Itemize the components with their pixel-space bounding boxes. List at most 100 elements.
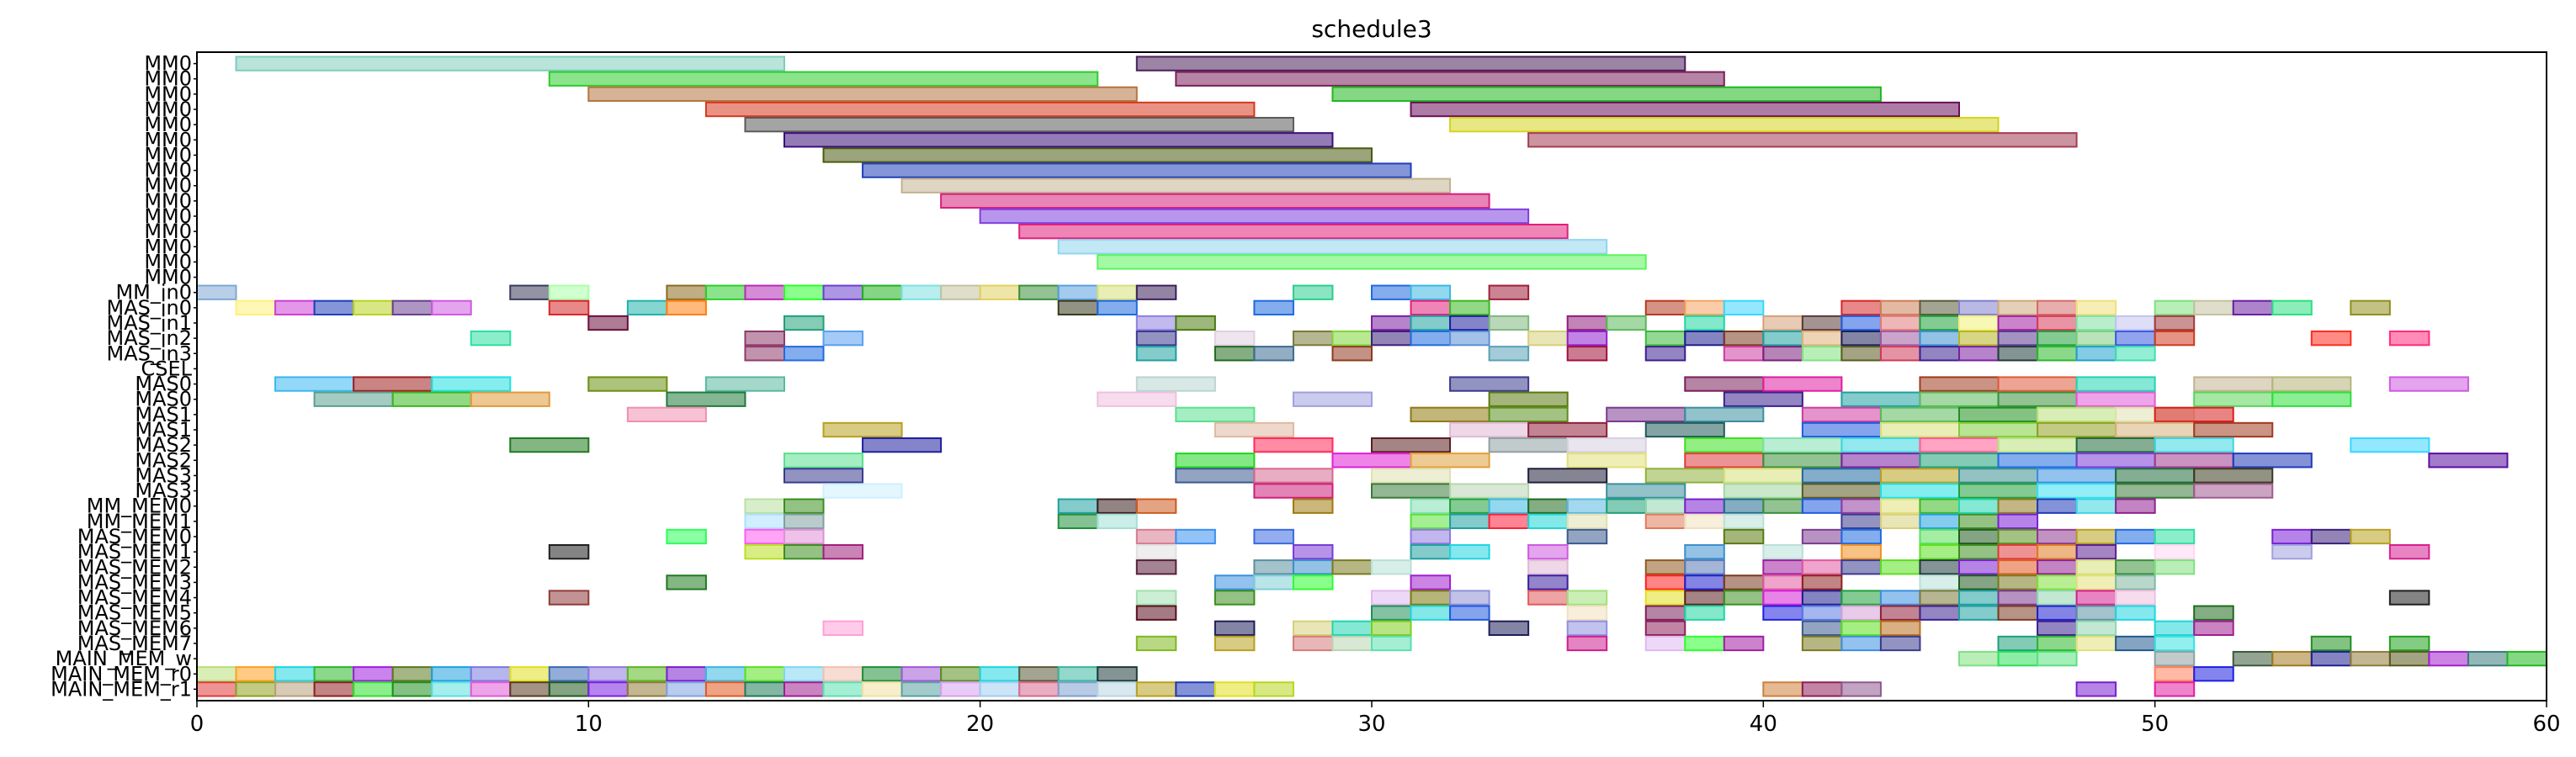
task-bar: [1997, 376, 2078, 392]
task-bar: [1135, 56, 1686, 71]
task-bar: [822, 543, 864, 560]
task-bar: [1997, 299, 2039, 316]
task-bar: [2075, 590, 2117, 606]
task-bar: [1684, 513, 1725, 530]
task-bar: [1684, 437, 1765, 453]
task-bar: [1723, 346, 1765, 362]
task-bar: [587, 681, 629, 697]
task-bar: [1879, 315, 1921, 331]
task-bar: [1879, 605, 1921, 621]
task-bar: [783, 543, 825, 560]
task-bar: [1488, 513, 1530, 530]
task-bar: [1997, 346, 2039, 362]
task-bar: [2271, 543, 2313, 560]
task-bar: [1997, 315, 2039, 331]
task-bar: [1958, 468, 2039, 484]
x-tick-label: 20: [966, 712, 994, 737]
task-bar: [1331, 635, 1373, 652]
task-bar: [1566, 528, 1608, 545]
task-bar: [2075, 559, 2117, 575]
x-tick-label: 50: [2141, 712, 2169, 737]
task-bar: [2467, 650, 2509, 667]
task-bar: [2075, 299, 2117, 316]
task-bar: [1175, 681, 1216, 697]
task-bar: [1057, 239, 1608, 255]
task-bar: [1997, 543, 2039, 560]
task-bar: [1762, 543, 1803, 560]
task-bar: [822, 284, 864, 300]
task-bar: [1684, 299, 1725, 316]
task-bar: [1410, 543, 1452, 560]
task-bar: [744, 666, 786, 682]
task-bar: [744, 543, 786, 560]
task-bar: [1958, 513, 2000, 530]
task-bar: [1253, 468, 1334, 484]
y-tick-label: MM0: [144, 98, 192, 121]
y-tick-label: MM0: [144, 220, 192, 243]
task-bar: [1488, 406, 1569, 423]
task-bar: [1527, 421, 1608, 438]
task-bar: [704, 101, 1256, 118]
task-bar: [783, 528, 825, 545]
task-bar: [783, 453, 864, 468]
task-bar: [1449, 315, 1490, 331]
task-bar: [1410, 605, 1452, 621]
task-bar: [2154, 650, 2196, 667]
task-bar: [1644, 559, 1686, 575]
task-bar: [1488, 620, 1530, 636]
task-bar: [2037, 346, 2078, 362]
task-bar: [1527, 559, 1569, 575]
task-bar: [1997, 605, 2039, 621]
task-bar: [1566, 330, 1608, 347]
task-bar: [862, 162, 1412, 178]
task-bar: [2271, 299, 2313, 316]
task-bar: [862, 666, 903, 682]
task-bar: [1762, 330, 1803, 347]
task-bar: [1135, 635, 1177, 652]
task-bar: [1684, 330, 1725, 347]
task-bar: [1566, 346, 1608, 362]
task-bar: [862, 284, 903, 300]
task-bar: [470, 681, 512, 697]
task-bar: [1762, 498, 1803, 514]
task-bar: [2115, 528, 2156, 545]
task-bar: [626, 666, 668, 682]
x-tick-label: 10: [575, 712, 603, 737]
task-bar: [744, 346, 786, 362]
task-bar: [1371, 590, 1412, 606]
task-bar: [1292, 498, 1334, 514]
task-bar: [1644, 574, 1686, 590]
task-bar: [2075, 498, 2117, 514]
x-tick-label: 60: [2532, 712, 2560, 737]
task-bar: [1840, 559, 1882, 575]
task-bar: [1997, 391, 2078, 407]
task-bar: [1723, 635, 1765, 652]
task-bar: [1018, 284, 1060, 300]
y-tick-label: MAIN_MEM_r1: [50, 677, 192, 701]
task-bar: [2075, 391, 2156, 407]
task-bar: [2154, 299, 2196, 316]
task-bar: [1449, 498, 1490, 514]
task-bar: [1840, 330, 1882, 347]
task-bar: [822, 147, 1373, 163]
task-bar: [1801, 635, 1843, 652]
y-tick-label: MM0: [144, 143, 192, 167]
task-bar: [1410, 406, 1490, 423]
task-bar: [1527, 330, 1569, 347]
task-bar: [1644, 346, 1686, 362]
task-bar: [1410, 453, 1490, 468]
task-bar: [1214, 574, 1256, 590]
task-bar: [2388, 330, 2430, 347]
task-bar: [1801, 620, 1843, 636]
task-bar: [2388, 543, 2430, 560]
task-bar: [235, 681, 277, 697]
task-bar: [548, 284, 590, 300]
task-bar: [1840, 590, 1882, 606]
task-bar: [1566, 590, 1608, 606]
task-bar: [822, 483, 903, 499]
task-bar: [1919, 513, 1960, 530]
y-tick-label: MAS0: [135, 373, 192, 396]
task-bar: [2037, 543, 2078, 560]
task-bar: [1840, 513, 1882, 530]
task-bar: [2037, 620, 2078, 636]
